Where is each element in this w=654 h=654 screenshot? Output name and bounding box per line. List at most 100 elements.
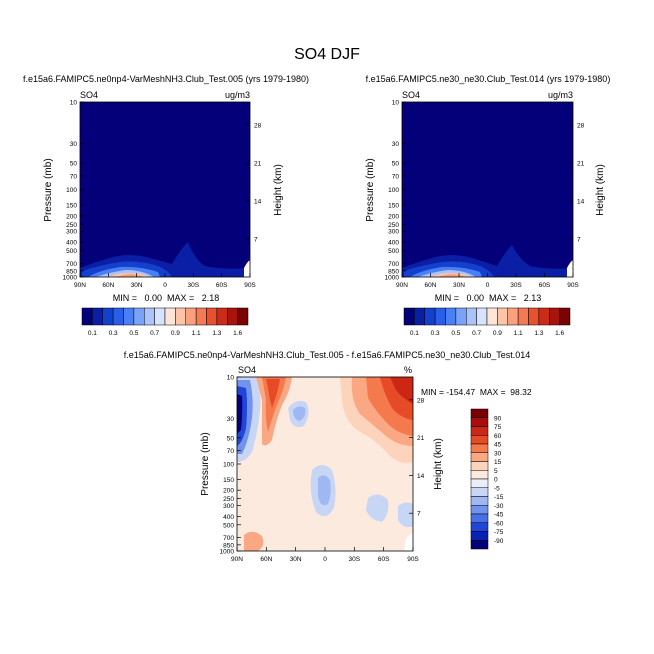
colorbar-swatch [102, 307, 114, 326]
colorbar-swatch [92, 307, 103, 326]
colorbar-tick-label: 0 [494, 477, 498, 484]
y-tick-label: 50 [227, 435, 235, 442]
terrain-mask [404, 532, 413, 551]
contour-band [262, 377, 286, 432]
colorbar-tick-label: 60 [494, 433, 502, 440]
y-tick-label: 850 [388, 268, 399, 275]
x-tick-label: 90N [231, 556, 243, 563]
colorbar-swatch [470, 443, 489, 453]
colorbar-swatch [507, 307, 519, 326]
y-tick-label: 850 [66, 268, 77, 275]
colorbar-tick-label: 75 [494, 424, 502, 431]
y-axis-right-label: Height (km) [595, 164, 606, 216]
x-tick-label: 30S [510, 282, 522, 289]
colorbar-swatch [227, 307, 238, 326]
x-tick-label: 60N [102, 282, 114, 289]
colorbar-swatch [470, 478, 489, 488]
y-tick-label: 1000 [220, 549, 235, 556]
colorbar-swatch [470, 505, 489, 515]
x-tick-label: 90N [396, 282, 408, 289]
colorbar-tick-label: -5 [494, 485, 500, 492]
x-tick-label: 60S [216, 282, 228, 289]
terrain-mask [244, 260, 250, 277]
y-right-tick-label: 21 [577, 160, 585, 167]
y-tick-label: 100 [66, 187, 77, 194]
colorbar-tick-label: 45 [494, 442, 502, 449]
colorbar-tick-label: 0.9 [493, 330, 502, 337]
x-tick-label: 30N [290, 556, 302, 563]
terrain-mask [567, 260, 573, 277]
stats-label: MIN = -154.47 MAX = 98.32 [421, 387, 532, 397]
colorbar-swatch [154, 307, 166, 326]
y-tick-label: 50 [392, 161, 400, 168]
colorbar-swatch [470, 496, 489, 506]
figure-title: SO4 DJF [294, 46, 360, 63]
colorbar-swatch [476, 307, 488, 326]
y-tick-label: 70 [392, 173, 400, 180]
y-tick-label: 250 [388, 222, 399, 229]
y-tick-label: 200 [223, 488, 234, 495]
y-axis-label: Pressure (mb) [43, 158, 54, 221]
panel-title: f.e15a6.FAMIPC5.ne30_ne30.Club_Test.014 … [366, 74, 611, 84]
y-right-tick-label: 21 [254, 160, 262, 167]
panel-top-right: f.e15a6.FAMIPC5.ne30_ne30.Club_Test.014 … [365, 74, 610, 337]
colorbar-tick-label: 0.5 [451, 330, 460, 337]
y-tick-label: 1000 [63, 275, 78, 282]
units-label: ug/m3 [225, 90, 250, 100]
background-field [402, 102, 573, 277]
colorbar-tick-label: -30 [494, 503, 504, 510]
colorbar-swatch [538, 307, 550, 326]
colorbar-swatch [206, 307, 218, 326]
x-tick-label: 90S [244, 282, 256, 289]
colorbar-swatch [470, 408, 489, 418]
y-tick-label: 300 [223, 503, 234, 510]
y-tick-label: 150 [388, 202, 399, 209]
y-tick-label: 700 [223, 535, 234, 542]
y-tick-label: 200 [388, 213, 399, 220]
colorbar: 0.1 0.3 0.5 0.7 0.9 1.1 1.3 1.6 [81, 307, 249, 337]
colorbar-swatch [133, 307, 145, 326]
colorbar-tick-label: 1.6 [555, 330, 564, 337]
units-label: ug/m3 [548, 90, 573, 100]
colorbar-swatch [434, 307, 446, 326]
y-tick-label: 400 [66, 240, 77, 247]
background-field [80, 102, 250, 277]
colorbar-swatch [175, 307, 186, 326]
plot-area [401, 101, 574, 278]
y-axis-label: Pressure (mb) [200, 432, 211, 495]
colorbar-swatch [123, 307, 135, 326]
colorbar-swatch [559, 307, 571, 326]
y-tick-label: 150 [223, 477, 234, 484]
colorbar-tick-label: 1.1 [514, 330, 523, 337]
y-right-tick-label: 21 [417, 435, 425, 442]
colorbar-swatch [486, 307, 498, 326]
y-tick-label: 10 [392, 100, 400, 107]
plot-area [236, 376, 414, 552]
colorbar-swatch [470, 470, 489, 480]
x-tick-label: 90S [407, 556, 419, 563]
colorbar-swatch [470, 487, 489, 497]
colorbar-swatch [195, 307, 207, 326]
y-right-tick-label: 7 [417, 511, 421, 518]
y-tick-label: 400 [223, 514, 234, 521]
colorbar-swatch [470, 522, 489, 532]
y-tick-label: 70 [227, 448, 235, 455]
y-tick-label: 700 [66, 261, 77, 268]
colorbar-swatch [470, 540, 489, 550]
colorbar-swatch [164, 307, 176, 326]
colorbar-swatch [216, 307, 228, 326]
contour-band [390, 377, 413, 404]
x-tick-label: 30S [349, 556, 361, 563]
y-tick-label: 10 [227, 375, 235, 382]
y-axis-right-label: Height (km) [273, 164, 284, 216]
x-tick-label: 60N [260, 556, 272, 563]
colorbar-tick-label: 0.9 [171, 330, 180, 337]
colorbar-tick-label: -45 [494, 512, 504, 519]
y-tick-label: 30 [70, 141, 78, 148]
y-tick-label: 850 [223, 542, 234, 549]
y-right-tick-label: 28 [254, 122, 262, 129]
x-tick-label: 60S [539, 282, 551, 289]
colorbar-swatch [424, 307, 436, 326]
stats-label: MIN = 0.00 MAX = 2.13 [435, 293, 542, 303]
colorbar-tick-label: -15 [494, 494, 504, 501]
